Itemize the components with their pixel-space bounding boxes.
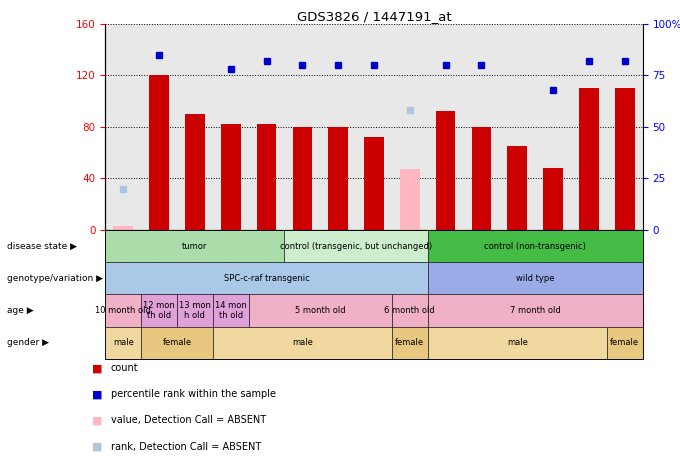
Text: 12 mon
th old: 12 mon th old [143,301,175,320]
Title: GDS3826 / 1447191_at: GDS3826 / 1447191_at [296,9,452,23]
Bar [507,146,527,230]
Bar [221,124,241,230]
Text: male: male [507,338,528,347]
Bar [436,111,456,230]
Text: rank, Detection Call = ABSENT: rank, Detection Call = ABSENT [111,441,261,452]
Bar [185,114,205,230]
Text: female: female [610,338,639,347]
Text: 6 month old: 6 month old [384,306,435,315]
Text: 14 mon
th old: 14 mon th old [215,301,247,320]
Bar [114,226,133,230]
Text: control (non-transgenic): control (non-transgenic) [484,242,586,250]
Text: genotype/variation ▶: genotype/variation ▶ [7,274,103,283]
Bar [292,127,312,230]
Text: control (transgenic, but unchanged): control (transgenic, but unchanged) [280,242,432,250]
Text: SPC-c-raf transgenic: SPC-c-raf transgenic [224,274,309,283]
Bar [579,88,598,230]
Text: 13 mon
h old: 13 mon h old [179,301,211,320]
Text: disease state ▶: disease state ▶ [7,242,77,250]
Bar [328,127,348,230]
Text: percentile rank within the sample: percentile rank within the sample [111,389,276,400]
Text: tumor: tumor [182,242,207,250]
Bar [615,88,634,230]
Text: male: male [292,338,313,347]
Bar [543,168,563,230]
Text: ■: ■ [92,441,102,452]
Bar [472,127,491,230]
Text: ■: ■ [92,389,102,400]
Bar [150,75,169,230]
Text: female: female [395,338,424,347]
Bar [364,137,384,230]
Text: ■: ■ [92,415,102,426]
Bar [257,124,276,230]
Text: gender ▶: gender ▶ [7,338,49,347]
Text: ■: ■ [92,363,102,374]
Bar [400,169,420,230]
Text: 10 month old: 10 month old [95,306,151,315]
Text: male: male [113,338,134,347]
Text: age ▶: age ▶ [7,306,33,315]
Text: value, Detection Call = ABSENT: value, Detection Call = ABSENT [111,415,266,426]
Text: 7 month old: 7 month old [510,306,560,315]
Text: 5 month old: 5 month old [295,306,345,315]
Text: female: female [163,338,192,347]
Text: wild type: wild type [516,274,554,283]
Text: count: count [111,363,139,374]
